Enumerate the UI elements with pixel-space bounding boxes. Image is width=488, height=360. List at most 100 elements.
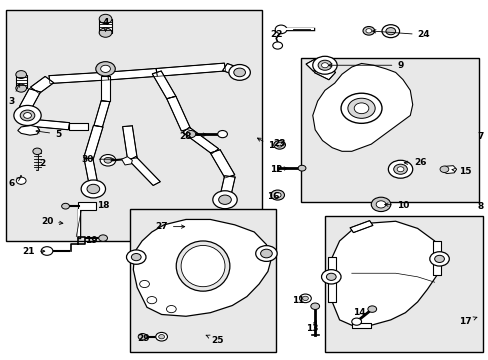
Circle shape (233, 68, 245, 77)
Polygon shape (351, 323, 370, 328)
Text: 3: 3 (8, 84, 20, 105)
Circle shape (318, 60, 331, 70)
Polygon shape (19, 107, 36, 124)
Polygon shape (441, 166, 456, 174)
Circle shape (131, 253, 141, 261)
Text: 24: 24 (372, 30, 429, 39)
Polygon shape (328, 257, 335, 302)
Text: 4: 4 (102, 18, 108, 31)
Circle shape (429, 252, 448, 266)
Circle shape (140, 280, 149, 288)
Circle shape (33, 148, 41, 154)
Text: 1: 1 (257, 138, 274, 150)
Text: 12: 12 (269, 165, 287, 174)
Polygon shape (84, 158, 98, 184)
Polygon shape (182, 127, 218, 154)
Circle shape (381, 25, 399, 38)
Text: 14: 14 (352, 308, 365, 317)
Text: 25: 25 (205, 335, 224, 345)
Circle shape (99, 14, 112, 24)
Circle shape (273, 140, 285, 149)
Circle shape (302, 296, 308, 301)
Circle shape (260, 249, 272, 258)
Text: 19: 19 (84, 236, 97, 245)
Circle shape (126, 250, 146, 264)
Polygon shape (94, 100, 110, 127)
Circle shape (321, 270, 340, 284)
Circle shape (147, 297, 157, 304)
Circle shape (298, 165, 305, 171)
Circle shape (100, 154, 116, 166)
Text: 21: 21 (22, 247, 45, 256)
Bar (300, 58, 478, 202)
Text: 10: 10 (384, 201, 408, 210)
Circle shape (217, 131, 227, 138)
Bar (130, 209, 276, 352)
Polygon shape (432, 241, 440, 275)
Circle shape (61, 203, 69, 209)
Polygon shape (133, 220, 271, 316)
Text: 5: 5 (36, 130, 61, 139)
Circle shape (326, 273, 335, 280)
Polygon shape (107, 68, 157, 80)
Text: 8: 8 (477, 202, 483, 211)
Circle shape (370, 197, 390, 212)
Polygon shape (128, 157, 160, 185)
Circle shape (375, 201, 385, 208)
Polygon shape (222, 63, 242, 76)
Circle shape (272, 42, 282, 49)
Polygon shape (49, 72, 108, 84)
Polygon shape (30, 76, 54, 94)
Text: 17: 17 (458, 317, 476, 326)
Circle shape (104, 157, 112, 163)
Circle shape (274, 193, 281, 198)
Circle shape (14, 105, 41, 126)
Circle shape (434, 255, 444, 262)
Text: 18: 18 (97, 201, 109, 210)
Circle shape (16, 71, 26, 78)
Circle shape (166, 306, 176, 313)
Text: 13: 13 (306, 321, 318, 333)
Circle shape (367, 306, 376, 312)
Circle shape (158, 334, 164, 339)
Polygon shape (328, 221, 439, 325)
Circle shape (275, 25, 286, 34)
Ellipse shape (176, 241, 229, 291)
Circle shape (23, 113, 31, 118)
Circle shape (312, 56, 336, 74)
Polygon shape (101, 76, 110, 101)
Polygon shape (83, 125, 103, 159)
Text: 2: 2 (39, 159, 45, 168)
Text: 22: 22 (269, 30, 282, 39)
Polygon shape (156, 63, 225, 76)
Circle shape (138, 333, 147, 340)
Circle shape (270, 190, 284, 200)
Text: 23: 23 (273, 139, 285, 148)
Text: 30: 30 (81, 155, 114, 164)
Text: 15: 15 (451, 167, 470, 176)
Polygon shape (210, 150, 234, 178)
Circle shape (393, 164, 407, 174)
Text: 20: 20 (41, 217, 63, 226)
Circle shape (228, 64, 250, 80)
Circle shape (365, 29, 371, 33)
Text: 29: 29 (138, 334, 150, 343)
Circle shape (362, 27, 374, 35)
Text: 9: 9 (328, 61, 403, 70)
Polygon shape (152, 71, 176, 99)
Bar (16, 75, 26, 88)
Polygon shape (312, 63, 412, 151)
Bar (78, 202, 96, 210)
Text: 27: 27 (155, 222, 184, 231)
Circle shape (101, 65, 110, 72)
Circle shape (387, 160, 412, 178)
Circle shape (218, 195, 231, 204)
Polygon shape (122, 126, 137, 159)
Polygon shape (18, 126, 40, 135)
Polygon shape (69, 123, 88, 130)
Text: 26: 26 (404, 158, 426, 167)
Circle shape (41, 247, 53, 255)
Circle shape (81, 180, 105, 198)
Bar (5, 10, 261, 241)
Circle shape (310, 303, 319, 310)
